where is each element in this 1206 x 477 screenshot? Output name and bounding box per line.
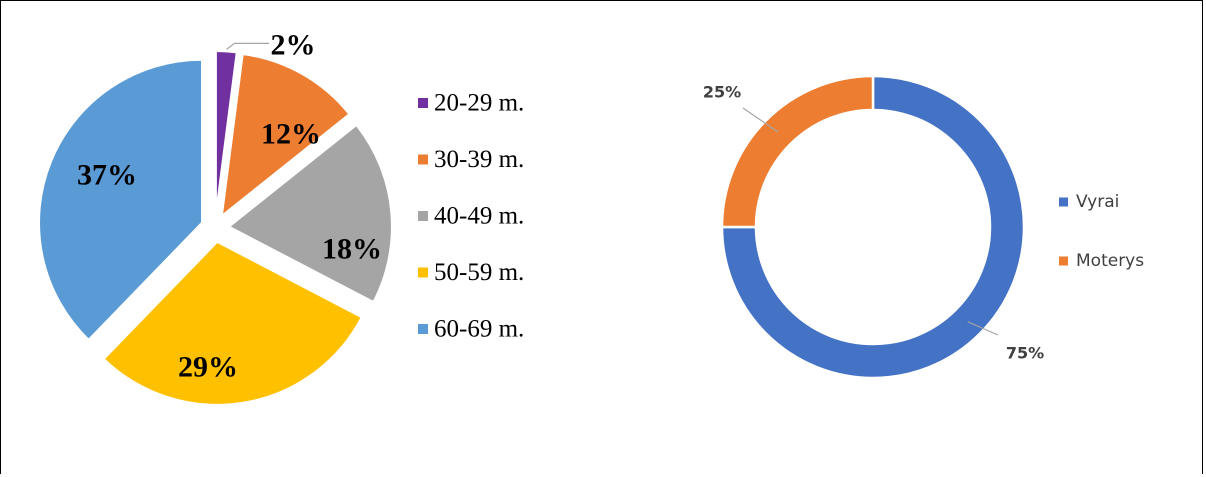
leader-line-vyrai	[967, 321, 999, 336]
legend-swatch-vyrai	[1059, 197, 1068, 207]
gender-donut-legend: Vyrai Moterys	[1059, 192, 1144, 271]
data-label-60-69-m: 37%	[77, 159, 137, 192]
legend-label-moterys: Moterys	[1076, 251, 1144, 271]
legend-label-50-59-m: 50-59 m.	[434, 259, 524, 286]
pie-slice-40-49-m	[227, 123, 393, 304]
data-label-vyrai: 75%	[1006, 344, 1044, 363]
donut-slice-moterys	[720, 74, 875, 229]
legend-swatch-30-39-m	[418, 154, 428, 165]
legend-label-vyrai: Vyrai	[1076, 192, 1119, 212]
leader-line-20-29-m	[226, 42, 269, 50]
legend-label-30-39-m: 30-39 m.	[434, 146, 524, 173]
pie-slice-50-59-m	[102, 240, 364, 406]
pie-slice-30-39-m	[220, 53, 351, 219]
legend-swatch-60-69-m	[418, 324, 428, 334]
data-label-30-39-m: 12%	[261, 118, 321, 151]
pie-slice-20-29-m	[214, 50, 238, 215]
age-pie-chart: 2% 12% 18% 29% 37%	[38, 29, 393, 406]
legend-swatch-40-49-m	[418, 211, 428, 221]
data-label-50-59-m: 29%	[178, 351, 238, 384]
legend-label-20-29-m: 20-29 m.	[434, 90, 524, 117]
legend-label-60-69-m: 60-69 m.	[434, 316, 524, 343]
data-label-40-49-m: 18%	[322, 233, 382, 266]
pie-slice-60-69-m	[38, 58, 204, 342]
data-label-20-29-m: 2%	[271, 29, 316, 62]
legend-swatch-moterys	[1059, 256, 1068, 266]
gender-donut-chart: 75% 25%	[703, 74, 1044, 380]
data-label-moterys: 25%	[703, 83, 741, 102]
age-pie-legend: 20-29 m. 30-39 m. 40-49 m. 50-59 m. 60-69 m.	[418, 90, 524, 343]
donut-slice-vyrai	[720, 74, 1026, 380]
leader-line-moterys	[742, 107, 779, 133]
legend-swatch-20-29-m	[418, 98, 428, 108]
legend-label-40-49-m: 40-49 m.	[434, 203, 524, 230]
legend-swatch-50-59-m	[418, 267, 428, 278]
